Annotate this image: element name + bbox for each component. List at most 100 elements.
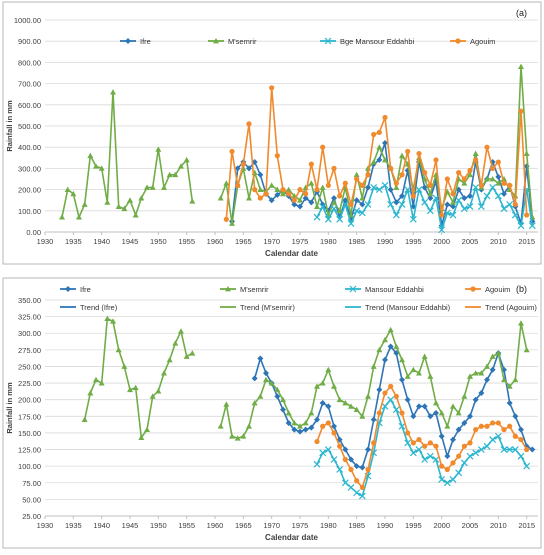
data-point bbox=[319, 449, 327, 457]
data-point bbox=[183, 156, 190, 163]
data-point bbox=[381, 181, 389, 189]
legend: Ifre M'semrir Mansour Eddahbi Agouim Trend (… bbox=[60, 285, 537, 312]
data-point bbox=[161, 370, 167, 376]
legend-label: Trend (M'semrir) bbox=[240, 303, 295, 312]
data-point bbox=[81, 201, 88, 207]
data-point bbox=[438, 226, 446, 234]
x-tick-label: 1950 bbox=[150, 237, 167, 246]
data-point bbox=[268, 380, 275, 386]
data-point bbox=[348, 403, 354, 409]
data-point bbox=[365, 446, 371, 453]
data-point bbox=[467, 167, 473, 174]
data-point bbox=[524, 212, 530, 218]
data-point bbox=[455, 409, 462, 416]
data-point bbox=[302, 426, 309, 433]
data-point bbox=[432, 456, 440, 463]
data-point bbox=[415, 186, 423, 194]
data-point bbox=[348, 466, 354, 473]
x-tick-label: 2000 bbox=[433, 521, 450, 530]
data-point bbox=[189, 198, 196, 204]
data-point bbox=[399, 410, 405, 416]
data-point bbox=[217, 423, 224, 429]
legend: Ifre M'semrir Bge Mansour Eddahbi Agouim bbox=[120, 37, 495, 46]
x-axis: 1930 1935 1940 1945 1950 1955 1960 1965 1970 1975… bbox=[37, 515, 538, 530]
data-point bbox=[455, 469, 463, 477]
data-point bbox=[336, 466, 344, 473]
data-point bbox=[489, 366, 496, 373]
data-point bbox=[257, 171, 264, 178]
data-point bbox=[354, 478, 360, 484]
data-point bbox=[64, 186, 71, 192]
data-point bbox=[506, 383, 513, 389]
data-point bbox=[115, 346, 122, 353]
data-point bbox=[439, 463, 445, 469]
data-point bbox=[501, 427, 507, 433]
data-point bbox=[478, 423, 484, 429]
data-point bbox=[324, 446, 332, 453]
data-point bbox=[291, 197, 297, 203]
data-point bbox=[138, 434, 145, 440]
data-point bbox=[246, 121, 252, 127]
y-tick-label: 0.00 bbox=[26, 228, 41, 237]
data-point bbox=[438, 409, 445, 416]
data-point bbox=[433, 400, 439, 406]
data-point bbox=[381, 402, 389, 410]
data-point bbox=[263, 191, 269, 197]
data-point bbox=[450, 199, 456, 205]
data-point bbox=[439, 212, 445, 218]
data-point bbox=[87, 390, 94, 396]
legend-marker bbox=[125, 38, 131, 44]
data-point bbox=[365, 466, 371, 473]
data-point bbox=[70, 190, 77, 197]
data-point bbox=[325, 403, 332, 410]
data-point bbox=[353, 197, 360, 204]
data-point bbox=[331, 430, 337, 436]
data-point bbox=[427, 413, 434, 420]
data-point bbox=[235, 182, 241, 188]
data-point bbox=[461, 176, 467, 182]
data-point bbox=[495, 180, 502, 186]
data-point bbox=[342, 446, 349, 453]
data-point bbox=[285, 419, 292, 426]
data-point bbox=[302, 195, 309, 202]
legend-item: Trend (Mansour Eddahbi) bbox=[345, 303, 451, 312]
data-point bbox=[286, 191, 292, 197]
data-point bbox=[246, 423, 252, 429]
data-point bbox=[444, 466, 450, 473]
data-point bbox=[495, 159, 501, 165]
data-point bbox=[484, 376, 490, 383]
data-point bbox=[268, 182, 275, 188]
data-point bbox=[330, 205, 338, 213]
data-point bbox=[506, 201, 514, 208]
data-point bbox=[336, 207, 343, 214]
legend-item: M'semrir bbox=[220, 285, 269, 294]
data-point bbox=[336, 215, 344, 223]
data-point bbox=[331, 195, 337, 202]
data-point bbox=[467, 440, 473, 446]
data-point bbox=[427, 373, 434, 379]
y-tick-label: 225.00 bbox=[18, 379, 41, 388]
data-point bbox=[313, 460, 321, 468]
data-point bbox=[314, 187, 320, 193]
x-axis: 1930 1935 1940 1945 1950 1955 1960 1965 1970 1975… bbox=[37, 231, 538, 246]
data-point bbox=[393, 393, 399, 399]
data-point bbox=[405, 148, 411, 155]
data-point bbox=[319, 184, 326, 190]
data-point bbox=[473, 157, 479, 163]
data-point bbox=[472, 150, 479, 156]
data-point bbox=[416, 370, 422, 376]
data-point bbox=[489, 353, 496, 359]
data-point bbox=[529, 446, 536, 453]
series-line bbox=[225, 87, 528, 220]
data-point bbox=[280, 190, 286, 197]
y-tick-label: 125.00 bbox=[18, 446, 41, 455]
data-point bbox=[166, 356, 173, 363]
data-point bbox=[319, 201, 326, 208]
data-point bbox=[246, 165, 252, 172]
x-tick-label: 2010 bbox=[490, 521, 507, 530]
legend-label: Trend (Ifre) bbox=[80, 303, 118, 312]
y-tick-label: 900.00 bbox=[18, 37, 41, 46]
data-point bbox=[461, 195, 468, 202]
panel-label: (b) bbox=[516, 284, 527, 294]
